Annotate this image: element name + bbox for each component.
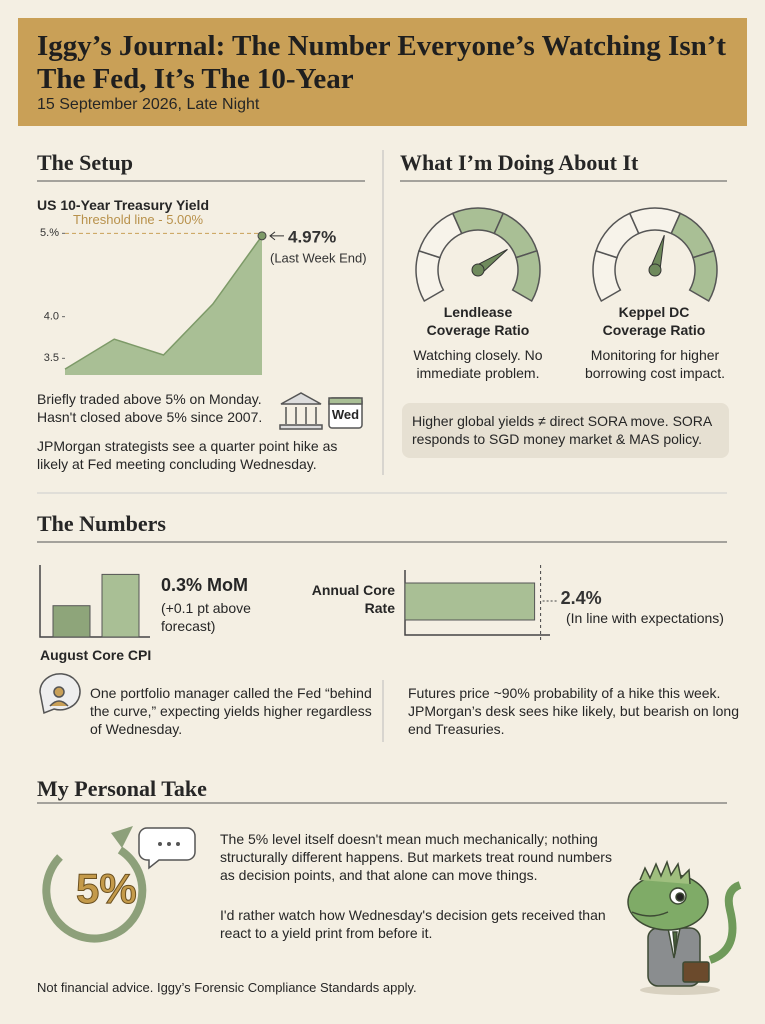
callout-arrow [269,231,284,241]
paragraph: I'd rather watch how Wednesday's decisio… [220,907,606,941]
chart-title: August Core CPI [40,647,152,663]
bar [404,582,536,621]
area-line [64,235,263,370]
date: 15 September 2026, Late Night [37,96,260,113]
gauge-note: Watching closely. No immediate problem. [413,347,543,381]
y-tick-label: 4.0 [44,311,59,323]
callout-text: Higher global yields ≠ direct SORA move.… [412,413,712,447]
quote: One portfolio manager called the Fed “be… [90,685,372,737]
quote: Futures price ~90% probability of a hike… [408,685,739,737]
note: JPMorgan strategists see a quarter point… [37,438,338,472]
callout-box [402,403,729,458]
page-title: Iggy’s Journal: The Number Everyone’s Wa… [37,30,727,95]
section-heading: The Setup [37,150,133,175]
chart-title: US 10-Year Treasury Yield [37,197,209,213]
header-band [18,18,747,126]
section-heading: My Personal Take [37,776,207,801]
value-note: (+0.1 pt above forecast) [161,600,251,634]
dividers [37,150,727,804]
gauge-note: Monitoring for higher borrowing cost imp… [584,347,726,381]
category-label: Annual Core Rate [311,582,395,616]
gauge-hub [471,263,485,277]
gauge-label: Keppel DC Coverage Ratio [602,304,706,338]
gauge-hub [648,263,662,277]
callout-note: (Last Week End) [270,250,367,265]
take-icon [42,826,196,943]
callout-label: 4.97% [288,227,336,246]
calendar-icon [328,397,363,429]
person-icon [39,673,81,715]
threshold-label: Threshold line - 5.00% [73,212,204,227]
mascot [627,859,742,995]
gauge-segment [415,249,445,303]
gauge-label: Lendlease Coverage Ratio [426,304,530,338]
y-tick-label: 3.5 [44,352,59,364]
bank-icon [279,392,323,430]
gauge-segment [493,212,538,259]
gauge-segment [688,249,718,303]
note: Briefly traded above 5% on Monday. Hasn'… [37,391,263,425]
section-heading: The Numbers [37,511,166,536]
end-point [257,231,267,241]
bar [52,605,91,638]
paragraph: The 5% level itself doesn't mean much me… [220,831,612,883]
value-note: (In line with expectations) [566,610,724,626]
gauge-segment [592,249,622,303]
bar [101,573,140,638]
area-fill [65,235,262,375]
footer: Not financial advice. Iggy’s Forensic Co… [37,980,417,995]
value-label: 2.4% [561,588,602,608]
calendar-label: Wed [331,407,360,422]
take-icon-label: 5% [76,865,138,912]
gauge-segment [511,249,541,303]
value-label: 0.3% MoM [161,575,249,595]
y-tick-label: 5.% [40,227,59,239]
section-heading: What I’m Doing About It [400,150,639,175]
gauge-segment [670,212,715,259]
